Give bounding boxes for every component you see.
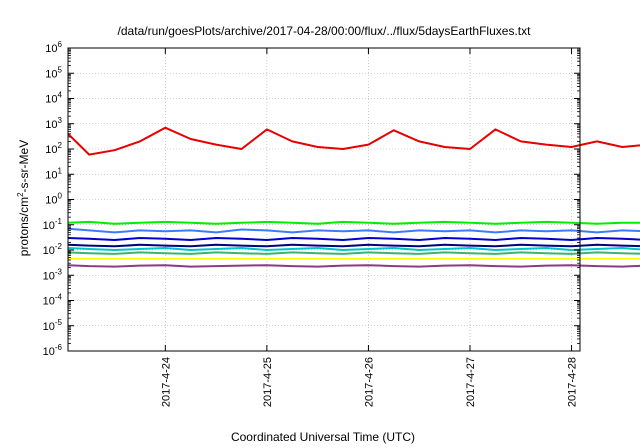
x-tick-label: 2017-4-25 bbox=[262, 357, 274, 407]
series-line bbox=[67, 220, 640, 225]
series-line bbox=[67, 264, 640, 268]
x-tick-labels: 2017-4-24 2017-4-25 2017-4-26 2017-4-27 2017… bbox=[160, 357, 578, 407]
axis-ticks bbox=[68, 47, 580, 352]
series-line bbox=[67, 243, 640, 248]
x-tick-label: 2017-4-26 bbox=[363, 357, 375, 407]
y-tick-label: 103 bbox=[45, 116, 62, 131]
y-tick-label: 10-3 bbox=[43, 267, 63, 282]
y-tick-label: 10-2 bbox=[43, 242, 63, 257]
y-tick-label: 10-1 bbox=[43, 217, 63, 232]
y-tick-label: 106 bbox=[45, 40, 62, 55]
y-tick-label: 10-6 bbox=[43, 343, 63, 358]
series-line bbox=[67, 227, 640, 234]
y-tick-label: 104 bbox=[45, 91, 62, 106]
x-tick-label: 2017-4-24 bbox=[160, 357, 172, 407]
y-tick-labels: 10-6 10-5 10-4 10-3 10-2 10-1 100 101 102 103 104 1… bbox=[43, 40, 63, 358]
series-line bbox=[67, 251, 640, 255]
chart-title: /data/run/goesPlots/archive/2017-04-28/0… bbox=[118, 24, 532, 38]
x-tick-label: 2017-4-28 bbox=[567, 357, 579, 407]
y-axis-label: protons/cm2-s-sr-MeV bbox=[16, 140, 31, 256]
series-line bbox=[67, 126, 640, 156]
x-tick-label: 2017-4-27 bbox=[465, 357, 477, 407]
y-tick-label: 105 bbox=[45, 65, 62, 80]
series-line bbox=[67, 237, 640, 241]
grid-lines bbox=[68, 48, 580, 351]
x-axis-label: Coordinated Universal Time (UTC) bbox=[231, 430, 415, 444]
y-tick-label: 101 bbox=[45, 166, 62, 181]
y-tick-label: 10-5 bbox=[43, 318, 63, 333]
y-tick-label: 102 bbox=[45, 141, 62, 156]
y-tick-label: 10-4 bbox=[43, 293, 63, 308]
series-group bbox=[67, 126, 640, 268]
y-tick-label: 100 bbox=[45, 192, 62, 207]
series-line bbox=[67, 247, 640, 251]
